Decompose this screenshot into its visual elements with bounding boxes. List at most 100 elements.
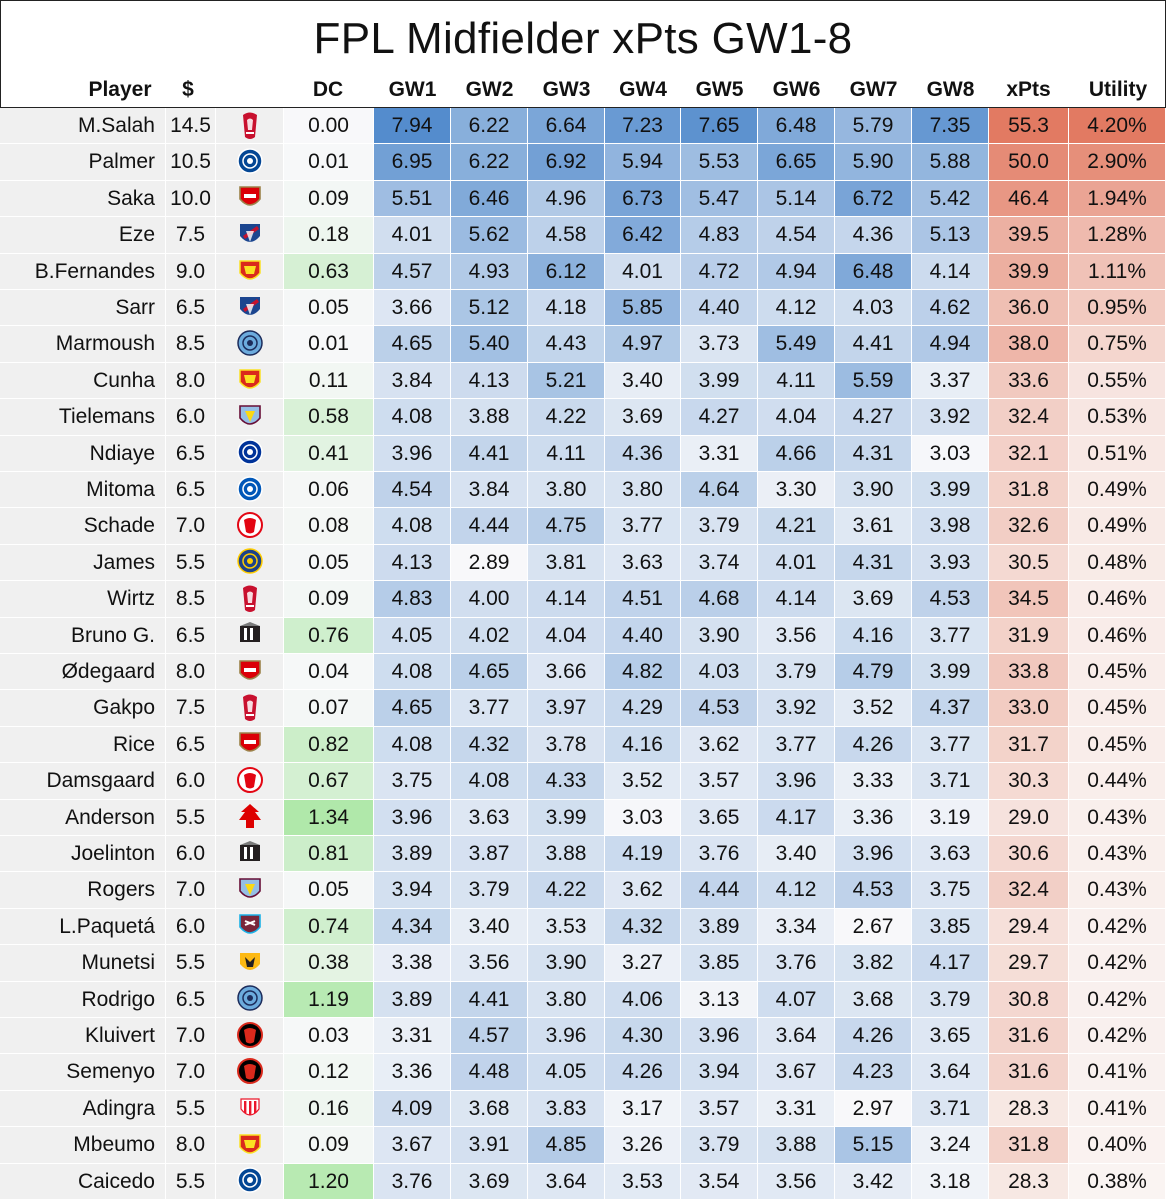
arsenal-crest-icon bbox=[238, 659, 261, 680]
player-price: 9.0 bbox=[166, 253, 216, 290]
utility-value: 0.41% bbox=[1069, 1054, 1166, 1091]
table-row: Adingra 5.5 0.16 4.09 3.68 3.83 3.17 3.57 3.31 2.… bbox=[0, 1090, 1166, 1128]
team-crest-cell bbox=[216, 544, 284, 582]
player-name: Mbeumo bbox=[0, 1127, 166, 1164]
gw1-value: 3.31 bbox=[374, 1018, 451, 1055]
player-name: B.Fernandes bbox=[0, 253, 166, 290]
gw1-value: 3.96 bbox=[374, 435, 451, 472]
xpts-value: 33.8 bbox=[989, 654, 1069, 691]
header-player: Player bbox=[88, 78, 152, 101]
gw2-value: 4.41 bbox=[451, 435, 528, 472]
gw6-value: 4.12 bbox=[758, 290, 835, 327]
gw4-value: 4.06 bbox=[605, 981, 681, 1018]
utility-value: 0.42% bbox=[1069, 981, 1166, 1018]
gw3-value: 3.53 bbox=[528, 908, 605, 946]
player-name: M.Salah bbox=[0, 108, 166, 145]
dc-value: 0.63 bbox=[284, 253, 374, 290]
man-city-crest-icon bbox=[236, 330, 263, 356]
gw1-value: 7.94 bbox=[374, 108, 451, 145]
utility-value: 0.51% bbox=[1069, 435, 1166, 472]
team-crest-cell bbox=[216, 180, 284, 218]
table-row: M.Salah 14.5 0.00 7.94 6.22 6.64 7.23 7.65 6.48 5… bbox=[0, 108, 1166, 145]
team-crest-cell bbox=[216, 362, 284, 400]
utility-value: 0.45% bbox=[1069, 726, 1166, 764]
player-price: 8.5 bbox=[166, 326, 216, 363]
utility-value: 0.43% bbox=[1069, 836, 1166, 873]
brentford-crest-icon bbox=[236, 512, 263, 539]
aston-villa-crest-icon bbox=[238, 878, 261, 898]
utility-value: 4.20% bbox=[1069, 108, 1166, 145]
gw1-value: 4.08 bbox=[374, 654, 451, 691]
gw1-value: 4.08 bbox=[374, 508, 451, 545]
player-price: 6.5 bbox=[166, 472, 216, 509]
gw7-value: 3.52 bbox=[835, 690, 912, 727]
gw4-value: 3.69 bbox=[605, 399, 681, 436]
player-price: 8.0 bbox=[166, 1127, 216, 1164]
team-crest-cell bbox=[216, 108, 284, 145]
gw5-value: 4.40 bbox=[681, 290, 758, 327]
gw4-value: 4.40 bbox=[605, 617, 681, 654]
gw4-value: 4.19 bbox=[605, 836, 681, 873]
player-name: Ødegaard bbox=[0, 654, 166, 691]
player-name: Eze bbox=[0, 217, 166, 254]
table-row: Ndiaye 6.5 0.41 3.96 4.41 4.11 4.36 3.31 4.66 4.3… bbox=[0, 435, 1166, 472]
gw3-value: 4.33 bbox=[528, 763, 605, 800]
utility-value: 0.45% bbox=[1069, 654, 1166, 691]
gw4-value: 4.01 bbox=[605, 253, 681, 290]
aston-villa-crest-icon bbox=[238, 405, 261, 425]
gw8-value: 4.62 bbox=[912, 290, 989, 327]
gw1-value: 3.75 bbox=[374, 763, 451, 800]
utility-value: 0.95% bbox=[1069, 290, 1166, 327]
gw8-value: 3.99 bbox=[912, 654, 989, 691]
gw7-value: 3.42 bbox=[835, 1163, 912, 1200]
dc-value: 0.11 bbox=[284, 362, 374, 400]
gw6-value: 4.66 bbox=[758, 435, 835, 472]
table-row: Schade 7.0 0.08 4.08 4.44 4.75 3.77 3.79 4.21 3.6… bbox=[0, 508, 1166, 545]
sunderland-crest-icon bbox=[239, 1098, 260, 1117]
gw5-value: 4.53 bbox=[681, 690, 758, 727]
gw7-value: 4.26 bbox=[835, 1018, 912, 1055]
utility-value: 0.38% bbox=[1069, 1163, 1166, 1200]
gw5-value: 3.94 bbox=[681, 1054, 758, 1091]
gw2-value: 3.69 bbox=[451, 1163, 528, 1200]
player-name: Semenyo bbox=[0, 1054, 166, 1091]
player-name: Saka bbox=[0, 180, 166, 218]
player-price: 5.5 bbox=[166, 945, 216, 982]
gw3-value: 3.88 bbox=[528, 836, 605, 873]
utility-value: 1.28% bbox=[1069, 217, 1166, 254]
gw4-value: 4.26 bbox=[605, 1054, 681, 1091]
table-row: Anderson 5.5 1.34 3.96 3.63 3.99 3.03 3.65 4.17 3… bbox=[0, 799, 1166, 836]
gw1-value: 4.09 bbox=[374, 1090, 451, 1128]
dc-value: 0.03 bbox=[284, 1018, 374, 1055]
xpts-value: 30.3 bbox=[989, 763, 1069, 800]
gw7-value: 4.36 bbox=[835, 217, 912, 254]
player-price: 8.5 bbox=[166, 581, 216, 618]
gw7-value: 4.31 bbox=[835, 435, 912, 472]
gw1-value: 3.76 bbox=[374, 1163, 451, 1200]
gw3-value: 5.21 bbox=[528, 362, 605, 400]
dc-value: 0.67 bbox=[284, 763, 374, 800]
team-crest-cell bbox=[216, 1018, 284, 1055]
bournemouth-crest-icon bbox=[236, 1021, 263, 1048]
dc-value: 0.18 bbox=[284, 217, 374, 254]
utility-value: 1.11% bbox=[1069, 253, 1166, 290]
gw1-value: 4.57 bbox=[374, 253, 451, 290]
gw1-value: 4.08 bbox=[374, 399, 451, 436]
player-price: 6.0 bbox=[166, 763, 216, 800]
gw6-value: 4.21 bbox=[758, 508, 835, 545]
gw5-value: 4.83 bbox=[681, 217, 758, 254]
utility-value: 0.53% bbox=[1069, 399, 1166, 436]
xpts-value: 36.0 bbox=[989, 290, 1069, 327]
gw1-value: 4.54 bbox=[374, 472, 451, 509]
gw8-value: 7.35 bbox=[912, 108, 989, 145]
gw5-value: 7.65 bbox=[681, 108, 758, 145]
gw6-value: 5.49 bbox=[758, 326, 835, 363]
gw4-value: 4.32 bbox=[605, 908, 681, 946]
gw7-value: 3.96 bbox=[835, 836, 912, 873]
dc-value: 0.16 bbox=[284, 1090, 374, 1128]
man-utd-crest-icon bbox=[238, 369, 261, 390]
gw7-value: 4.79 bbox=[835, 654, 912, 691]
dc-value: 0.74 bbox=[284, 908, 374, 946]
player-name: Wirtz bbox=[0, 581, 166, 618]
gw7-value: 5.15 bbox=[835, 1127, 912, 1164]
